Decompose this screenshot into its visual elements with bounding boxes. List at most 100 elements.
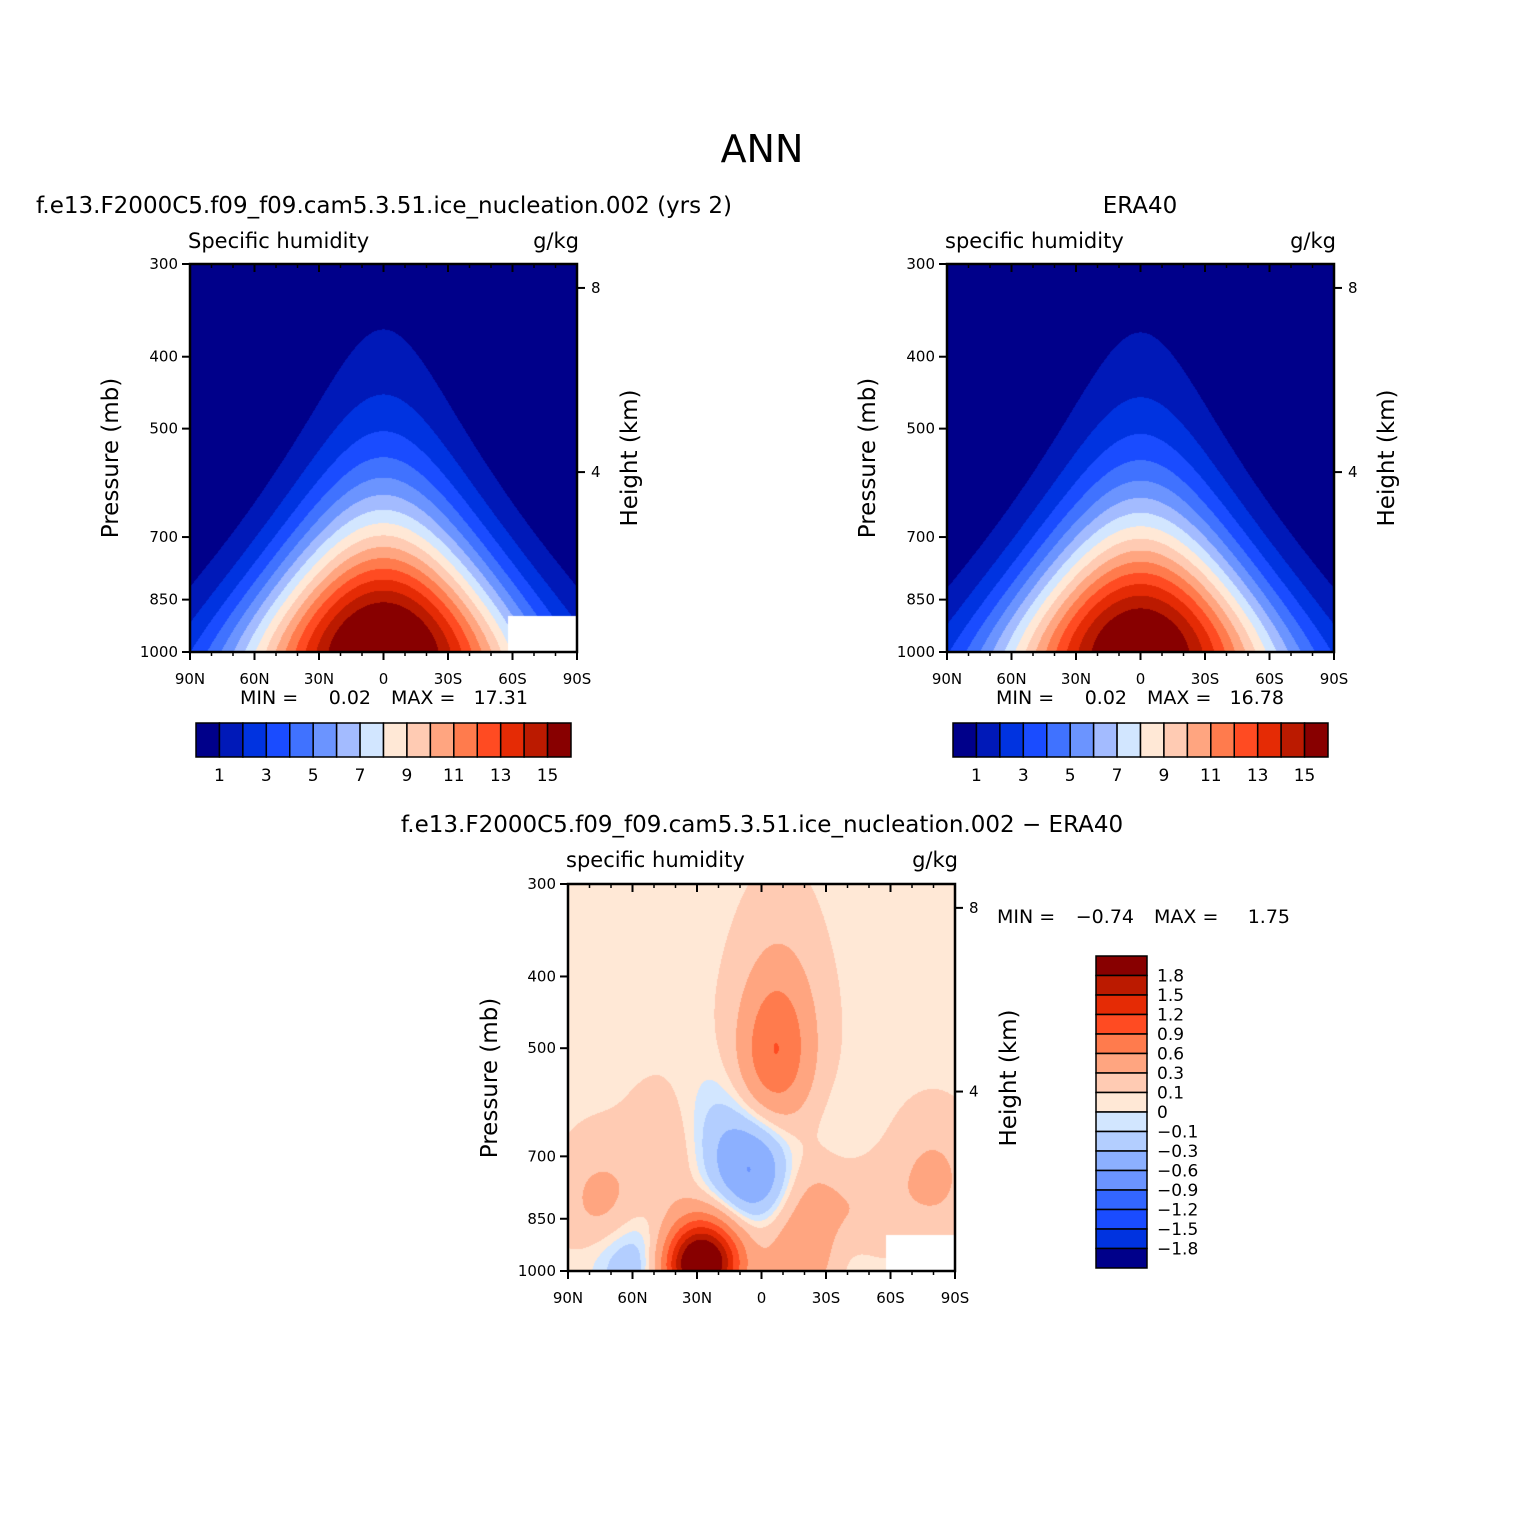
colorbar-box bbox=[1210, 722, 1235, 758]
stat-min-value: 0.02 bbox=[1085, 687, 1127, 709]
colorbar-box bbox=[218, 722, 244, 758]
colorbar-box bbox=[242, 722, 268, 758]
colorbar-box bbox=[1303, 722, 1329, 758]
colorbar-box bbox=[1256, 722, 1282, 758]
colorbar-box bbox=[1095, 955, 1148, 977]
panel-title: ERA40 bbox=[1103, 193, 1178, 219]
colorbar-label: 13 bbox=[1247, 766, 1269, 786]
y-tick-label: 1000 bbox=[897, 643, 935, 661]
colorbar-box bbox=[1022, 722, 1048, 758]
x-tick-label: 30N bbox=[304, 670, 334, 688]
x-tick-label: 30S bbox=[1191, 670, 1220, 688]
colorbar-box bbox=[975, 722, 1001, 758]
y-tick-label: 850 bbox=[527, 1210, 556, 1228]
colorbar-box bbox=[1095, 1189, 1148, 1211]
stat-min-label: MIN = bbox=[240, 687, 298, 709]
colorbar-box bbox=[1069, 722, 1095, 758]
x-tick-label: 90N bbox=[932, 670, 962, 688]
y2-tick-label: 8 bbox=[1348, 279, 1358, 297]
colorbar: 1.81.51.20.90.60.30.10−0.1−0.3−0.6−0.9−1… bbox=[1095, 955, 1198, 1269]
colorbar-label: 3 bbox=[1018, 766, 1029, 786]
colorbar-label: 15 bbox=[537, 766, 559, 786]
x-tick-label: 60S bbox=[498, 670, 527, 688]
colorbar-box bbox=[1095, 1169, 1148, 1191]
panel-era40: ERA40 specific humidity g/kg 90N 60N 30N 0 3… bbox=[855, 193, 1400, 786]
colorbar-box bbox=[1139, 722, 1165, 758]
y-tick-label: 400 bbox=[527, 967, 556, 985]
colorbar-label: 7 bbox=[355, 766, 366, 786]
x-tick-label: 90S bbox=[941, 1289, 970, 1307]
colorbar-box bbox=[1046, 722, 1071, 758]
y-tick-label: 850 bbox=[149, 591, 178, 609]
colorbar-box bbox=[265, 722, 291, 758]
stat-max-value: 16.78 bbox=[1230, 687, 1284, 709]
y-axis-label: Pressure (mb) bbox=[477, 998, 503, 1158]
panel-title: f.e13.F2000C5.f09_f09.cam5.3.51.ice_nucl… bbox=[36, 193, 732, 219]
y-tick-label: 300 bbox=[149, 255, 178, 273]
x-tick-label: 90N bbox=[553, 1289, 583, 1307]
panel-model: f.e13.F2000C5.f09_f09.cam5.3.51.ice_nucl… bbox=[36, 193, 732, 786]
colorbar-box bbox=[1095, 1013, 1148, 1035]
y2-tick-label: 8 bbox=[969, 899, 979, 917]
y-tick-label: 500 bbox=[906, 420, 935, 438]
colorbar-label: 11 bbox=[1200, 766, 1222, 786]
colorbar-box bbox=[1092, 722, 1118, 758]
variable-label: specific humidity bbox=[566, 848, 745, 872]
colorbar-label: 1 bbox=[971, 766, 982, 786]
colorbar-label: 11 bbox=[443, 766, 465, 786]
x-tick-label: 60S bbox=[1255, 670, 1284, 688]
variable-label: Specific humidity bbox=[188, 229, 369, 253]
colorbar-label: −0.6 bbox=[1157, 1162, 1198, 1182]
colorbar-box bbox=[1095, 1111, 1148, 1133]
colorbar-box bbox=[1095, 1247, 1148, 1269]
y2-tick-label: 8 bbox=[591, 279, 601, 297]
colorbar-box bbox=[523, 722, 549, 758]
colorbar-label: −0.9 bbox=[1157, 1181, 1198, 1201]
colorbar-box bbox=[406, 722, 432, 758]
x-tick-label: 0 bbox=[757, 1289, 767, 1307]
plot-area: 90N 60N 30N 0 30S 60S 90S 300 400 500 700 850 1000 8 4 bbox=[897, 255, 1358, 688]
y-tick-label: 1000 bbox=[140, 643, 178, 661]
y-tick-label: 700 bbox=[149, 528, 178, 546]
y-tick-label: 400 bbox=[149, 348, 178, 366]
colorbar-label: 7 bbox=[1112, 766, 1123, 786]
x-tick-label: 0 bbox=[1136, 670, 1146, 688]
colorbar-label: 1.8 bbox=[1157, 967, 1184, 987]
x-tick-label: 30S bbox=[812, 1289, 841, 1307]
x-tick-label: 30N bbox=[1061, 670, 1091, 688]
colorbar-box bbox=[1095, 1091, 1148, 1113]
colorbar-box bbox=[546, 722, 572, 758]
colorbar-label: 15 bbox=[1294, 766, 1316, 786]
stat-max-value: 1.75 bbox=[1248, 906, 1290, 928]
colorbar-box bbox=[476, 722, 502, 758]
colorbar-label: 0.1 bbox=[1157, 1084, 1184, 1104]
y-tick-label: 500 bbox=[527, 1039, 556, 1057]
colorbar-box bbox=[1163, 722, 1189, 758]
colorbar-box bbox=[289, 722, 314, 758]
colorbar-box bbox=[1095, 974, 1148, 996]
y-tick-label: 500 bbox=[149, 420, 178, 438]
colorbar-box bbox=[1095, 1052, 1148, 1074]
contour-field bbox=[947, 264, 1334, 652]
colorbar-box bbox=[335, 722, 361, 758]
y2-axis-label: Height (km) bbox=[1374, 389, 1400, 526]
colorbar-label: −0.1 bbox=[1157, 1123, 1198, 1143]
y2-tick-label: 4 bbox=[591, 463, 601, 481]
stat-max-label: MAX = bbox=[1154, 906, 1218, 928]
colorbar-box bbox=[312, 722, 338, 758]
x-tick-label: 60N bbox=[996, 670, 1026, 688]
colorbar-box bbox=[1095, 994, 1148, 1016]
y-axis-label: Pressure (mb) bbox=[855, 378, 881, 538]
colorbar-label: 9 bbox=[402, 766, 413, 786]
colorbar-box bbox=[1233, 722, 1259, 758]
units-label: g/kg bbox=[1290, 229, 1336, 253]
y2-axis-label: Height (km) bbox=[996, 1009, 1022, 1146]
x-tick-label: 60N bbox=[239, 670, 269, 688]
colorbar-box bbox=[1095, 1130, 1148, 1152]
y-axis-label: Pressure (mb) bbox=[98, 378, 124, 538]
stat-min-label: MIN = bbox=[996, 687, 1054, 709]
y-tick-label: 300 bbox=[527, 875, 556, 893]
colorbar-label: 1 bbox=[214, 766, 225, 786]
colorbar-label: 5 bbox=[308, 766, 319, 786]
contour-field bbox=[190, 264, 577, 652]
